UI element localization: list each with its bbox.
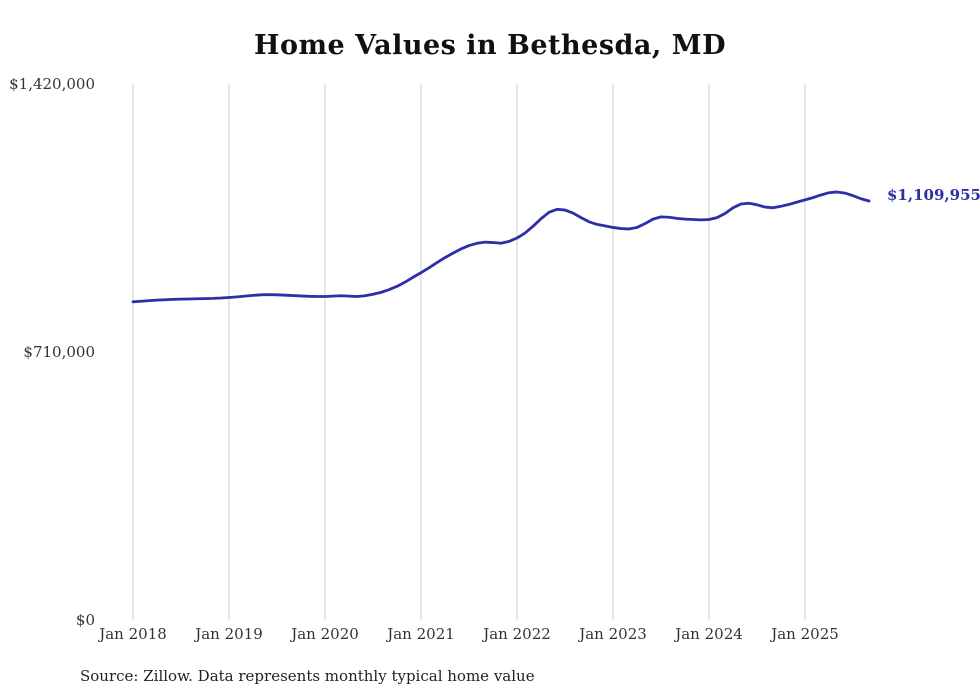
x-axis-tick-label: Jan 2022 (483, 625, 551, 643)
x-axis-tick-label: Jan 2019 (195, 625, 263, 643)
y-axis-tick-label: $1,420,000 (9, 75, 95, 93)
x-axis-tick-label: Jan 2023 (579, 625, 647, 643)
x-axis-tick-label: Jan 2020 (291, 625, 359, 643)
source-note: Source: Zillow. Data represents monthly … (80, 667, 535, 685)
x-axis-tick-label: Jan 2021 (387, 625, 455, 643)
latest-value-label: $1,109,955 (887, 186, 980, 204)
chart-title: Home Values in Bethesda, MD (253, 30, 727, 61)
y-axis-tick-label: $710,000 (23, 343, 95, 361)
x-axis-tick-label: Jan 2024 (675, 625, 743, 643)
x-axis-tick-label: Jan 2018 (99, 625, 167, 643)
home-value-line (131, 190, 871, 304)
y-axis-tick-label: $0 (75, 611, 95, 629)
x-axis-tick-label: Jan 2025 (771, 625, 839, 643)
